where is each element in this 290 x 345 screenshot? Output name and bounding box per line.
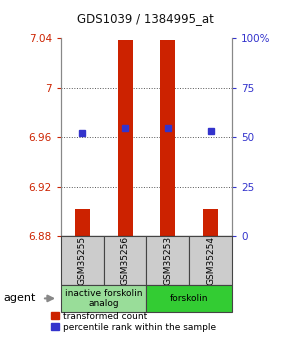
Text: GSM35254: GSM35254 (206, 236, 215, 285)
Bar (75, 209, 90, 236)
Text: GDS1039 / 1384995_at: GDS1039 / 1384995_at (77, 12, 213, 25)
Text: inactive forskolin
analog: inactive forskolin analog (65, 289, 142, 308)
Bar (203, 209, 218, 236)
Text: agent: agent (3, 294, 35, 303)
Bar (160, 40, 175, 236)
Bar (146, 285, 232, 312)
Legend: transformed count, percentile rank within the sample: transformed count, percentile rank withi… (51, 312, 216, 332)
Text: forskolin: forskolin (170, 294, 209, 303)
Text: GSM35255: GSM35255 (78, 236, 87, 285)
Bar (117, 40, 133, 236)
Bar (189, 236, 232, 285)
Bar (146, 236, 189, 285)
Bar (104, 236, 146, 285)
Text: GSM35253: GSM35253 (163, 236, 172, 285)
Bar (61, 285, 146, 312)
Text: GSM35256: GSM35256 (121, 236, 130, 285)
Bar (61, 236, 104, 285)
